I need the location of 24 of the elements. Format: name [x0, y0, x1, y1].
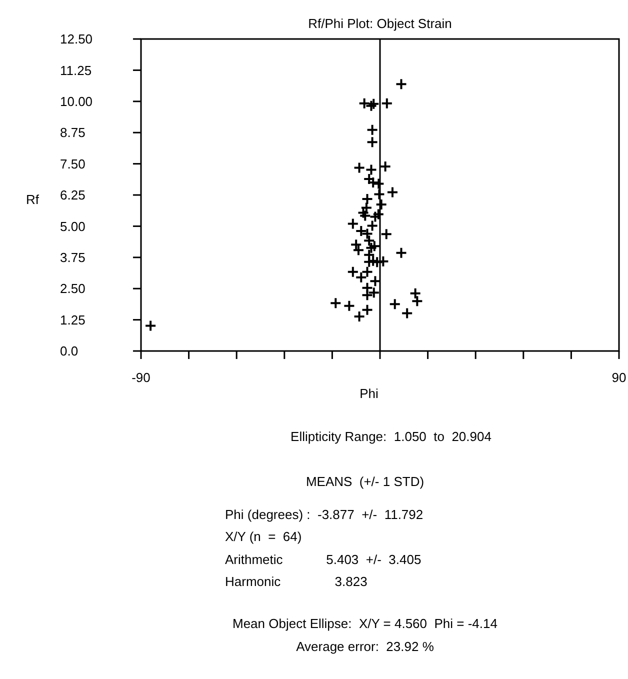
x-tick-label: -90: [132, 370, 150, 385]
y-tick-label: 0.0: [60, 344, 78, 359]
y-tick-label: 8.75: [60, 125, 86, 140]
y-tick-label: 6.25: [60, 188, 86, 203]
text: Mean Object Ellipse: X/Y = 4.560 Phi = -4.14: [232, 616, 498, 631]
text: X/Y (n = 64): [225, 529, 302, 544]
y-tick-label: 11.25: [60, 62, 92, 78]
y-tick-label: 2.50: [60, 281, 86, 296]
y-tick-label: 7.50: [60, 156, 86, 172]
x-tick-label: 90: [612, 370, 626, 385]
y-tick-label: 1.25: [60, 312, 86, 328]
text: Harmonic 3.823: [225, 574, 368, 589]
text: Arithmetic 5.403 +/- 3.405: [225, 552, 422, 567]
y-axis-title: Rf: [26, 192, 40, 207]
text: Average error: 23.92 %: [296, 639, 434, 654]
chart-title: Rf/Phi Plot: Object Strain: [308, 16, 452, 31]
x-axis-title: Phi: [360, 386, 378, 401]
text: MEANS (+/- 1 STD): [306, 474, 424, 489]
y-tick-label: 12.50: [60, 32, 93, 47]
text: Phi (degrees) : -3.877 +/- 11.792: [225, 507, 424, 522]
y-tick-label: 10.00: [60, 94, 93, 109]
y-tick-label: 3.75: [60, 250, 86, 265]
y-tick-label: 5.00: [60, 218, 86, 234]
text: Ellipticity Range: 1.050 to 20.904: [290, 429, 492, 444]
